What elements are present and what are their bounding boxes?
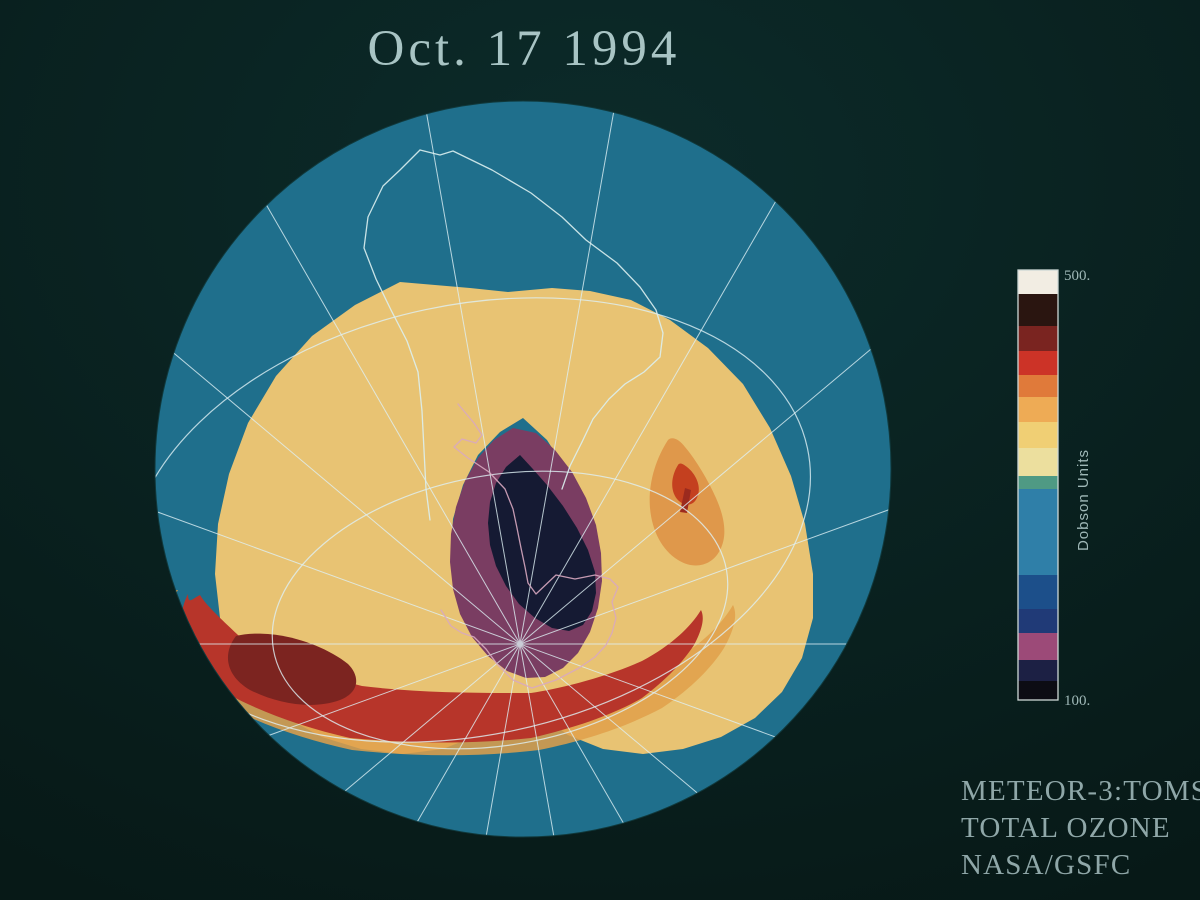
svg-text:Oct. 17 1994: Oct. 17 1994: [368, 21, 681, 77]
svg-text:Dobson Units: Dobson Units: [1075, 449, 1092, 551]
svg-text:500.: 500.: [1064, 268, 1090, 284]
svg-text:100.: 100.: [1064, 693, 1090, 709]
svg-text:NASA/GSFC: NASA/GSFC: [961, 849, 1131, 881]
svg-text:TOTAL OZONE: TOTAL OZONE: [961, 812, 1171, 844]
svg-text:METEOR-3:TOMS: METEOR-3:TOMS: [961, 775, 1200, 807]
